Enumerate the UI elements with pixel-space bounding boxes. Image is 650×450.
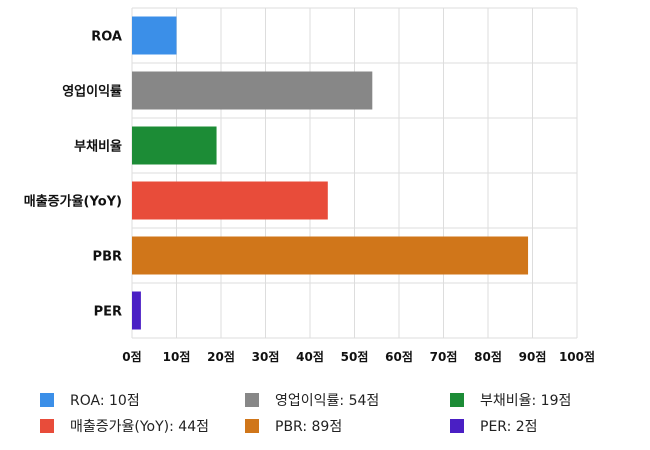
bar <box>132 181 328 220</box>
legend-item: PER: 2점 <box>450 416 538 436</box>
legend-swatch <box>450 393 464 407</box>
x-axis-tick-label: 0점 <box>122 349 141 364</box>
x-axis-tick-label: 60점 <box>385 349 413 364</box>
legend-label: ROA: 10점 <box>70 393 140 409</box>
legend-item: ROA: 10점 <box>40 390 140 410</box>
legend-item: PBR: 89점 <box>245 416 342 436</box>
legend-swatch <box>245 419 259 433</box>
y-axis-label: ROA <box>91 30 122 45</box>
y-axis-label: 매출증가율(YoY) <box>24 194 122 210</box>
grid-lines <box>131 7 578 339</box>
legend-label: PER: 2점 <box>480 419 538 435</box>
legend-swatch <box>245 393 259 407</box>
bar <box>132 71 373 110</box>
y-axis-label: 영업이익률 <box>62 84 122 100</box>
x-axis-tick-label: 80점 <box>474 349 502 364</box>
x-axis-tick-label: 20점 <box>207 349 235 364</box>
x-axis-tick-labels: 0점 10점 20점 30점 40점 50점 60점 70점 80점 90점 100점 <box>122 349 595 364</box>
x-axis-tick-label: 40점 <box>296 349 324 364</box>
legend-swatch <box>450 419 464 433</box>
bar <box>132 236 529 275</box>
y-axis-label: PER <box>94 305 122 320</box>
x-axis-tick-label: 90점 <box>519 349 547 364</box>
legend-swatch <box>40 419 54 433</box>
legend-item: 영업이익률: 54점 <box>245 390 379 410</box>
y-axis-label: PBR <box>93 250 122 265</box>
legend-label: PBR: 89점 <box>275 419 343 435</box>
bars <box>132 16 529 330</box>
bar <box>132 16 177 55</box>
x-axis-tick-label: 30점 <box>252 349 280 364</box>
legend-label: 영업이익률: 54점 <box>275 393 380 409</box>
x-axis-tick-label: 10점 <box>163 349 191 364</box>
legend-item: 부채비율: 19점 <box>450 390 571 410</box>
bar <box>132 126 217 165</box>
x-axis-tick-label: 70점 <box>430 349 458 364</box>
bar <box>132 291 141 330</box>
x-axis-tick-label: 50점 <box>341 349 369 364</box>
x-axis-tick-label: 100점 <box>559 349 595 364</box>
legend-item: 매출증가율(YoY): 44점 <box>40 416 209 436</box>
legend-label: 매출증가율(YoY): 44점 <box>70 419 209 435</box>
legend-label: 부채비율: 19점 <box>480 393 572 409</box>
legend-swatch <box>40 393 54 407</box>
y-axis-label: 부채비율 <box>74 139 122 155</box>
